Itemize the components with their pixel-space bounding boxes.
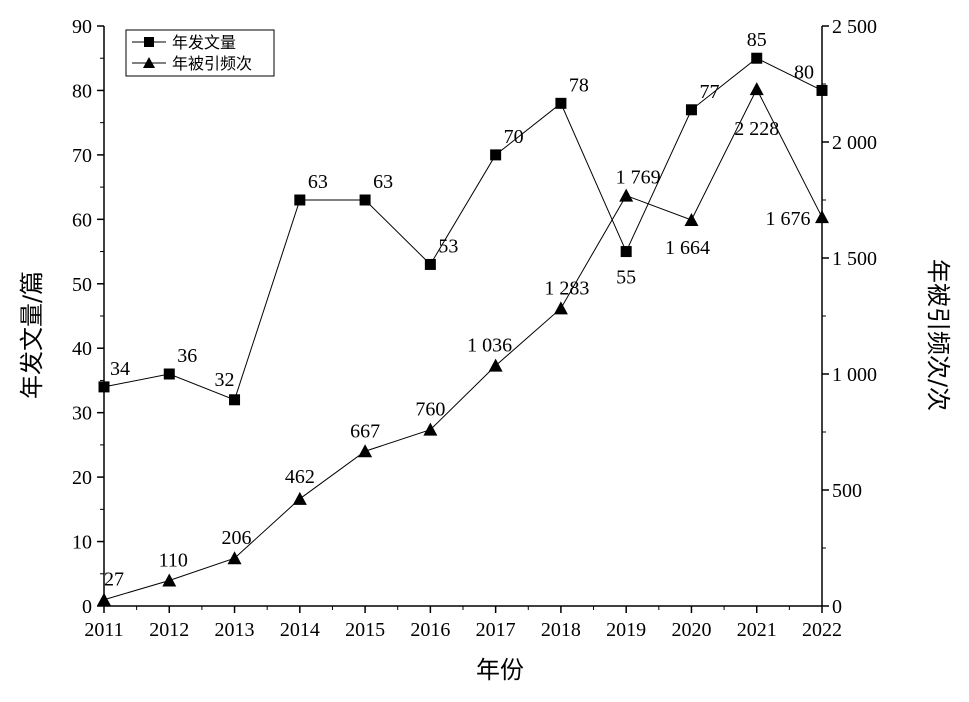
data-label-publications: 32: [215, 369, 235, 391]
series-line-citations: [103, 87, 823, 601]
point-publications: [555, 97, 567, 109]
left-y-axis-title: 年发文量/篇: [18, 271, 46, 399]
x-tick-label: 2018: [541, 619, 581, 641]
point-publications: [294, 194, 306, 206]
left-tick-label: 80: [72, 80, 92, 102]
data-label-citations: 1 664: [665, 237, 710, 259]
point-publications: [490, 149, 502, 161]
point-citations: [815, 210, 829, 224]
point-publications: [620, 246, 632, 258]
x-tick-label: 2011: [84, 619, 123, 641]
data-label-publications: 53: [438, 235, 458, 257]
point-publications: [424, 258, 436, 270]
left-tick-label: 50: [72, 274, 92, 296]
point-publications: [359, 194, 371, 206]
point-citations: [423, 422, 438, 436]
left-tick-label: 10: [72, 532, 92, 554]
series-line-publications: [103, 57, 823, 401]
point-citations: [553, 301, 568, 315]
point-citations: [292, 491, 307, 505]
legend-label-publications: 年发文量: [172, 33, 236, 52]
x-tick-label: 2012: [149, 619, 189, 641]
data-label-publications: 36: [177, 345, 197, 367]
x-tick-label: 2021: [737, 619, 777, 641]
point-citations: [749, 82, 764, 96]
x-tick-label: 2017: [476, 619, 516, 641]
right-tick-label: 500: [832, 480, 862, 502]
point-citations: [619, 188, 634, 202]
right-tick-label: 1 000: [832, 364, 877, 386]
point-publications: [163, 368, 175, 380]
right-axis-ticks: 0 500 1 000 1 500 2 000 2 500: [822, 16, 877, 618]
legend-triangle-marker: [143, 57, 155, 68]
data-labels: 34 36 32 63 63 53 70 78 55 77 85 80 27 110 206 462 667 76…: [104, 29, 814, 591]
point-publications: [229, 394, 241, 406]
left-tick-label: 30: [72, 403, 92, 425]
data-label-citations: 110: [159, 549, 188, 571]
point-citations: [684, 212, 699, 226]
x-tick-label: 2019: [606, 619, 646, 641]
data-label-citations: 1 036: [467, 335, 512, 357]
data-label-citations: 1 676: [766, 208, 811, 230]
data-label-citations: 1 769: [616, 167, 661, 189]
data-label-publications: 78: [569, 74, 589, 96]
data-label-publications: 34: [110, 358, 130, 380]
x-axis-ticks: 2011 2012 2013 2014 2015 2016 2017 2018 2019 2020…: [84, 606, 842, 641]
data-label-citations: 206: [222, 527, 252, 549]
data-label-citations: 2 228: [734, 118, 779, 140]
data-label-publications: 55: [616, 267, 636, 289]
data-label-publications: 80: [794, 61, 814, 83]
x-axis-title: 年份: [476, 656, 524, 684]
right-tick-label: 2 500: [832, 16, 877, 38]
point-publications: [685, 104, 697, 116]
legend-label-citations: 年被引频次: [172, 54, 252, 73]
x-tick-label: 2014: [280, 619, 320, 641]
point-publications: [751, 52, 763, 64]
right-y-axis-title: 年被引频次/次: [924, 259, 952, 411]
point-citations: [488, 358, 503, 372]
x-tick-label: 2015: [345, 619, 385, 641]
point-citations: [227, 551, 242, 565]
left-tick-label: 90: [72, 16, 92, 38]
data-label-citations: 1 283: [544, 277, 589, 299]
data-label-publications: 70: [504, 126, 524, 148]
point-publications: [98, 381, 110, 393]
data-label-publications: 63: [373, 171, 393, 193]
x-tick-label: 2022: [802, 619, 842, 641]
data-label-publications: 77: [699, 81, 719, 103]
left-axis-ticks: 0 10 20 30 40 50 60 70 80 90: [72, 16, 104, 618]
series-lines: [103, 57, 823, 601]
point-citations: [97, 592, 111, 606]
left-tick-label: 70: [72, 145, 92, 167]
legend: 年发文量 年被引频次: [125, 29, 275, 77]
left-tick-label: 20: [72, 467, 92, 489]
data-label-publications: 63: [308, 171, 328, 193]
point-publications: [816, 84, 828, 96]
data-label-publications: 85: [747, 29, 767, 51]
data-label-citations: 462: [285, 466, 315, 488]
point-citations: [162, 573, 177, 587]
left-tick-label: 40: [72, 338, 92, 360]
x-tick-label: 2016: [410, 619, 450, 641]
series-markers: [97, 52, 829, 606]
x-tick-label: 2020: [671, 619, 711, 641]
x-tick-label: 2013: [215, 619, 255, 641]
legend-item-citations: 年被引频次: [132, 54, 252, 73]
data-label-citations: 760: [415, 399, 445, 421]
axes: [103, 26, 823, 607]
right-tick-label: 2 000: [832, 132, 877, 154]
right-tick-label: 1 500: [832, 248, 877, 270]
left-tick-label: 60: [72, 209, 92, 231]
legend-square-marker: [144, 37, 154, 47]
left-tick-label: 0: [82, 596, 92, 618]
data-label-citations: 667: [350, 420, 380, 442]
point-citations: [358, 444, 373, 458]
legend-item-publications: 年发文量: [132, 33, 236, 52]
right-tick-label: 0: [832, 596, 842, 618]
data-label-citations: 27: [104, 569, 124, 591]
